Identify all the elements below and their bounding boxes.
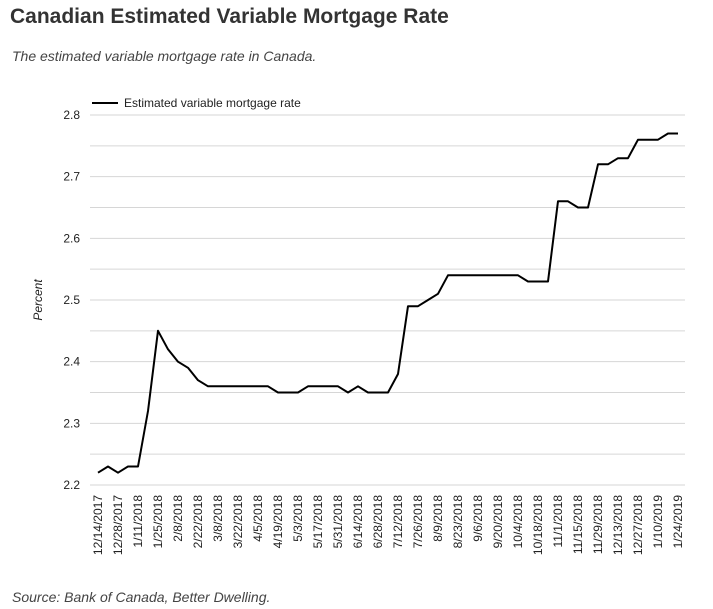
x-tick-label: 10/18/2018 xyxy=(531,495,545,555)
y-axis-ticks: 2.2 2.3 2.4 2.5 2.6 2.7 2.8 xyxy=(63,108,80,492)
y-tick-label: 2.2 xyxy=(63,478,80,492)
y-tick-label: 2.6 xyxy=(63,231,80,245)
x-tick-label: 5/3/2018 xyxy=(291,495,305,542)
x-tick-label: 7/12/2018 xyxy=(391,495,405,549)
x-tick-label: 12/13/2018 xyxy=(611,495,625,555)
y-axis-label: Percent xyxy=(31,279,45,321)
legend-label: Estimated variable mortgage rate xyxy=(124,96,301,110)
y-tick-label: 2.4 xyxy=(63,355,80,369)
x-axis-ticks: 12/14/2017 12/28/2017 1/11/2018 1/25/2018 2/… xyxy=(91,495,685,555)
x-tick-label: 8/23/2018 xyxy=(451,495,465,549)
x-tick-label: 10/4/2018 xyxy=(511,495,525,549)
x-tick-label: 12/27/2018 xyxy=(631,495,645,555)
x-tick-label: 6/14/2018 xyxy=(351,495,365,549)
x-tick-label: 1/25/2018 xyxy=(151,495,165,549)
x-tick-label: 2/8/2018 xyxy=(171,495,185,542)
gridlines xyxy=(90,114,685,486)
y-tick-label: 2.5 xyxy=(63,293,80,307)
x-tick-label: 1/11/2018 xyxy=(131,495,145,548)
x-tick-label: 8/9/2018 xyxy=(431,495,445,542)
x-tick-label: 4/5/2018 xyxy=(251,495,265,542)
y-tick-label: 2.3 xyxy=(63,416,80,430)
x-tick-label: 2/22/2018 xyxy=(191,495,205,549)
chart-source: Source: Bank of Canada, Better Dwelling. xyxy=(12,589,271,605)
y-tick-label: 2.8 xyxy=(63,108,80,122)
x-tick-label: 9/6/2018 xyxy=(471,495,485,542)
legend: Estimated variable mortgage rate xyxy=(92,96,301,110)
x-tick-label: 5/31/2018 xyxy=(331,495,345,549)
x-tick-label: 7/26/2018 xyxy=(411,495,425,549)
series xyxy=(97,132,679,474)
x-tick-label: 3/8/2018 xyxy=(211,495,225,542)
series-line xyxy=(97,132,678,474)
x-tick-label: 4/19/2018 xyxy=(271,495,285,549)
x-tick-label: 6/28/2018 xyxy=(371,495,385,549)
chart-title: Canadian Estimated Variable Mortgage Rat… xyxy=(10,5,449,28)
x-tick-label: 5/17/2018 xyxy=(311,495,325,549)
x-tick-label: 12/28/2017 xyxy=(111,495,125,555)
x-tick-label: 1/24/2019 xyxy=(671,495,685,549)
x-tick-label: 11/1/2018 xyxy=(551,495,565,548)
y-tick-label: 2.7 xyxy=(63,170,80,184)
x-tick-label: 9/20/2018 xyxy=(491,495,505,549)
x-tick-label: 11/15/2018 xyxy=(571,495,585,554)
x-tick-label: 3/22/2018 xyxy=(231,495,245,549)
x-tick-label: 11/29/2018 xyxy=(591,495,605,554)
x-tick-label: 12/14/2017 xyxy=(91,495,105,555)
x-tick-label: 1/10/2019 xyxy=(651,495,665,549)
chart-subtitle: The estimated variable mortgage rate in … xyxy=(12,48,317,64)
